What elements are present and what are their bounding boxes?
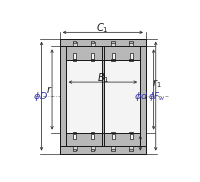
Bar	[73, 41, 76, 43]
Bar	[73, 53, 76, 59]
Bar	[91, 146, 95, 150]
Bar	[112, 134, 115, 139]
Bar	[60, 46, 146, 146]
Bar	[73, 59, 76, 61]
Bar	[129, 149, 133, 151]
Bar	[91, 149, 94, 151]
Bar	[111, 149, 115, 151]
Bar	[111, 42, 115, 46]
Bar	[111, 59, 115, 61]
Bar	[73, 42, 77, 46]
Bar	[129, 132, 133, 133]
Text: $r$: $r$	[46, 84, 53, 95]
Bar	[91, 41, 94, 43]
Bar	[73, 134, 76, 139]
Text: $B_1$: $B_1$	[97, 71, 109, 85]
Bar	[60, 146, 146, 154]
Text: $C_1$: $C_1$	[96, 21, 109, 35]
Bar	[91, 134, 94, 139]
Bar	[73, 149, 76, 151]
Text: $\phi F_w$: $\phi F_w$	[148, 90, 166, 103]
Bar	[102, 46, 104, 146]
Bar	[111, 41, 115, 43]
Bar	[73, 146, 77, 150]
Bar	[112, 53, 115, 59]
Bar	[66, 132, 140, 146]
Bar	[91, 53, 94, 59]
Bar	[129, 59, 133, 61]
Bar	[73, 132, 76, 133]
Bar	[91, 132, 94, 133]
Bar	[140, 46, 146, 146]
Bar	[129, 42, 133, 46]
Bar	[60, 39, 146, 154]
Bar	[111, 132, 115, 133]
Text: $\phi d$: $\phi d$	[134, 90, 149, 103]
Bar	[60, 46, 66, 146]
Bar	[129, 41, 133, 43]
Bar	[111, 146, 115, 150]
Text: $r_1$: $r_1$	[152, 78, 162, 90]
Bar	[66, 46, 140, 60]
Bar	[130, 134, 133, 139]
Bar	[91, 42, 95, 46]
Bar	[91, 59, 94, 61]
Text: $\phi D$: $\phi D$	[33, 90, 48, 103]
Bar	[129, 146, 133, 150]
Bar	[130, 53, 133, 59]
Bar	[60, 39, 146, 46]
